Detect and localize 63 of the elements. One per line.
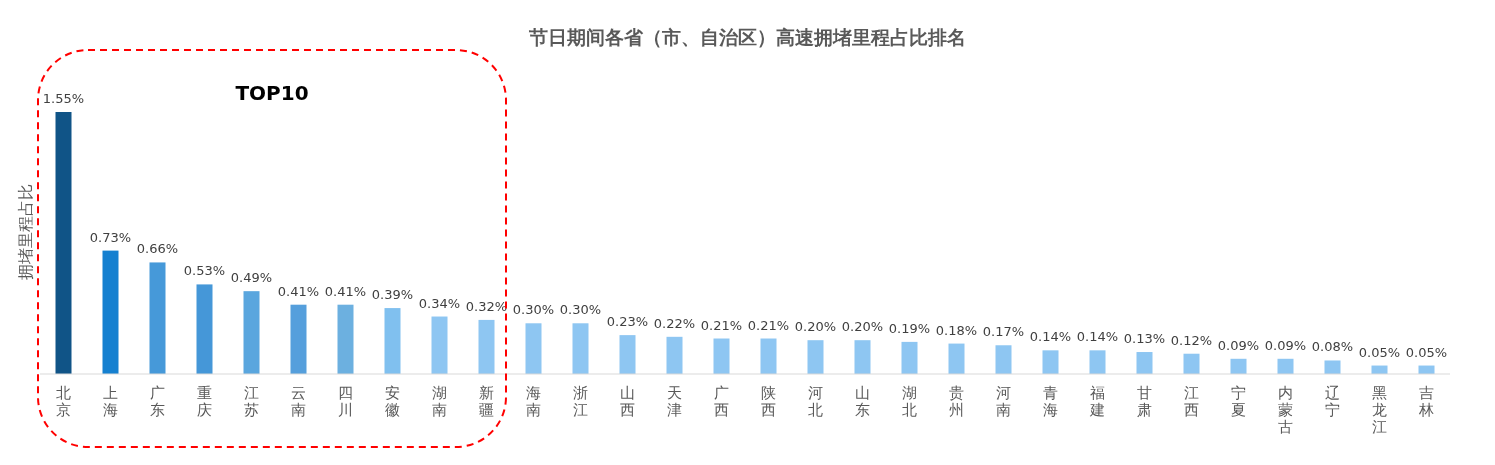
data-label: 0.09%	[1264, 337, 1307, 353]
data-label: 0.08%	[1311, 339, 1354, 355]
x-tick-label: 贵州	[949, 384, 964, 419]
data-label: 0.41%	[324, 283, 367, 299]
x-tick-label: 河北	[808, 384, 823, 419]
x-tick-label: 黑龙江	[1372, 384, 1387, 436]
x-tick-label: 四川	[338, 384, 353, 419]
x-tick-label: 天津	[667, 384, 682, 419]
data-label: 0.23%	[606, 314, 649, 330]
data-label: 0.13%	[1123, 331, 1166, 347]
x-tick-label: 福建	[1089, 384, 1105, 419]
x-tick-label: 山东	[855, 384, 870, 419]
x-tick-label: 湖南	[432, 384, 447, 419]
x-tick-label: 河南	[996, 384, 1011, 419]
data-label: 0.20%	[794, 319, 837, 335]
data-label: 0.05%	[1405, 344, 1448, 360]
data-label: 0.49%	[230, 270, 273, 286]
x-tick-label: 新疆	[479, 384, 494, 419]
data-label: 0.34%	[418, 295, 461, 311]
x-tick-label: 广东	[150, 384, 165, 419]
x-tick-label: 江西	[1184, 384, 1199, 419]
data-label: 0.41%	[277, 283, 320, 299]
data-label: 0.53%	[183, 263, 226, 279]
y-axis-title: 拥堵里程占比	[16, 184, 35, 280]
x-tick-label: 湖北	[902, 384, 917, 419]
x-tick-label: 山西	[620, 384, 635, 419]
x-tick-label: 云南	[291, 384, 306, 419]
data-label: 0.39%	[371, 287, 414, 303]
text: TOP10	[235, 81, 309, 105]
x-tick-label: 辽宁	[1325, 384, 1340, 419]
data-label: 0.30%	[559, 302, 602, 318]
chart-title: 节日期间各省（市、自治区）高速拥堵里程占比排名	[527, 26, 966, 48]
x-tick-label: 北京	[56, 384, 71, 419]
x-tick-label: 重庆	[197, 384, 212, 419]
data-label: 0.30%	[512, 302, 555, 318]
data-label: 0.19%	[888, 320, 931, 336]
data-label: 0.21%	[747, 317, 790, 333]
data-label: 0.32%	[465, 298, 508, 314]
data-label: 0.66%	[136, 241, 179, 257]
data-label: 0.18%	[935, 322, 978, 338]
data-label: 0.14%	[1076, 329, 1119, 345]
x-tick-label: 浙江	[573, 384, 588, 419]
data-label: 0.21%	[700, 317, 743, 333]
data-label: 0.12%	[1170, 332, 1213, 348]
data-label: 0.17%	[982, 324, 1025, 340]
x-tick-label: 青海	[1043, 384, 1058, 419]
data-label: 1.55%	[42, 91, 85, 106]
data-label: 0.09%	[1217, 337, 1260, 353]
x-tick-label: 宁夏	[1231, 384, 1246, 419]
data-label: 0.22%	[653, 315, 696, 331]
x-tick-label: 安徽	[385, 384, 400, 419]
x-tick-label: 陕西	[761, 384, 776, 419]
data-label: 0.14%	[1029, 329, 1072, 345]
x-tick-label: 广西	[714, 384, 729, 419]
x-tick-label: 江苏	[244, 384, 259, 419]
x-tick-label: 吉林	[1418, 384, 1434, 419]
x-tick-label: 内蒙古	[1278, 384, 1293, 436]
x-tick-label: 海南	[526, 384, 541, 419]
data-label: 0.05%	[1358, 344, 1401, 360]
x-tick-label: 上海	[103, 384, 118, 419]
x-tick-label: 甘肃	[1137, 384, 1152, 419]
data-label: 0.73%	[89, 229, 132, 245]
data-label: 0.20%	[841, 319, 884, 335]
